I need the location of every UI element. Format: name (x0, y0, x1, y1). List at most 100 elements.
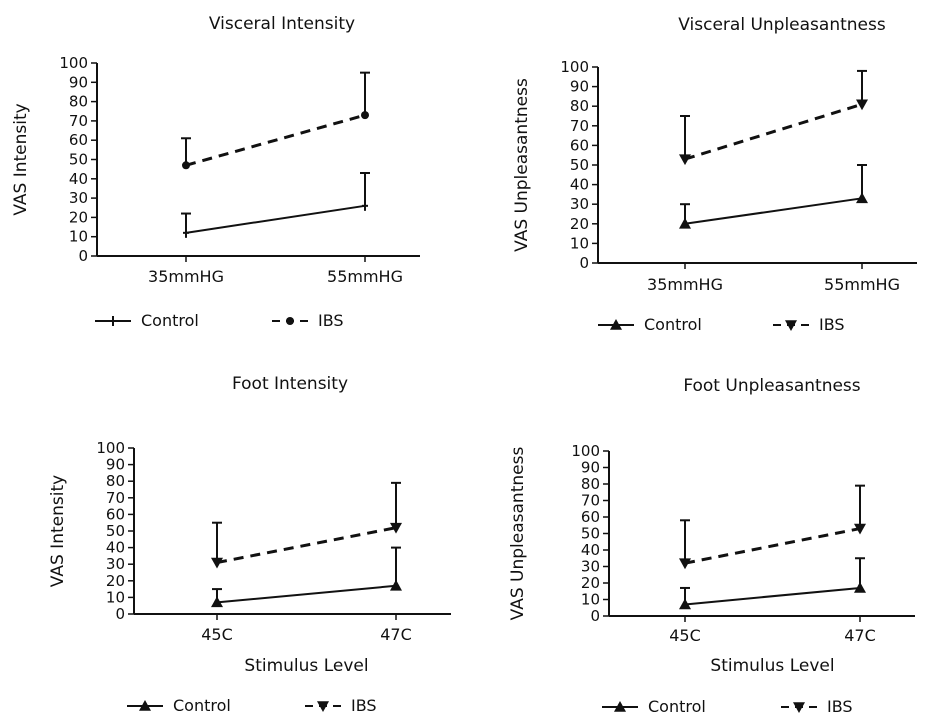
legend-marker-ibs (793, 702, 805, 713)
data-point-control (679, 217, 691, 229)
y-tick-label: 0 (115, 605, 125, 623)
y-tick-label: 90 (570, 78, 589, 96)
data-point-ibs (679, 154, 691, 166)
y-tick-label: 50 (581, 525, 600, 543)
y-axis-label: VAS Intensity (11, 103, 31, 215)
series-line-ibs (684, 102, 863, 161)
y-tick-label: 60 (69, 131, 88, 149)
chart-panel-3: Foot Intensity VAS Intensity 0102030405060… (48, 374, 451, 715)
series-line-control (684, 197, 863, 225)
data-point-control (211, 596, 223, 608)
y-axis-label: VAS Unpleasantness (512, 78, 532, 252)
y-tick-label: 0 (579, 254, 589, 272)
legend-label-ibs: IBS (819, 315, 845, 334)
y-tick-label: 60 (581, 508, 600, 526)
x-tick-label: 35mmHG (148, 267, 224, 286)
y-tick-label: 80 (106, 472, 125, 490)
legend-label-control: Control (648, 697, 706, 716)
x-tick-label: 45C (201, 625, 233, 644)
legend-label-control: Control (141, 311, 199, 330)
y-tick-label: 90 (581, 459, 600, 477)
y-tick-label: 10 (581, 591, 600, 609)
series-line-ibs (216, 526, 397, 565)
y-tick-label: 40 (570, 176, 589, 194)
y-tick-label: 80 (69, 93, 88, 111)
data-point-control (679, 598, 691, 610)
y-axis-label: VAS Unpleasantness (508, 447, 528, 621)
y-tick-label: 40 (69, 170, 88, 188)
data-point-ibs (182, 161, 190, 170)
legend-label-ibs: IBS (318, 311, 344, 330)
legend-marker-control (139, 700, 151, 711)
y-tick-label: 20 (106, 572, 125, 590)
y-tick-label: 50 (106, 522, 125, 540)
x-axis-label: Stimulus Level (710, 656, 834, 676)
y-tick-label: 20 (581, 574, 600, 592)
legend-marker-control (610, 319, 622, 330)
series-line-control (684, 586, 861, 606)
y-tick-label: 0 (78, 247, 88, 265)
y-tick-label: 100 (560, 58, 589, 76)
data-point-control (390, 579, 402, 591)
y-tick-label: 10 (570, 234, 589, 252)
y-tick-label: 10 (69, 228, 88, 246)
y-tick-label: 40 (106, 539, 125, 557)
y-tick-label: 20 (69, 208, 88, 226)
data-point-control (856, 192, 868, 204)
y-tick-label: 90 (106, 456, 125, 474)
legend-marker-ibs (785, 320, 797, 331)
data-point-ibs (856, 99, 868, 111)
series-line-ibs (185, 113, 366, 167)
legend-label-control: Control (173, 696, 231, 715)
data-point-ibs (679, 558, 691, 570)
legend-marker-ibs (317, 701, 329, 712)
data-point-ibs (211, 557, 223, 569)
y-tick-label: 100 (59, 54, 88, 72)
legend-label-ibs: IBS (827, 697, 853, 716)
legend-marker-ibs (286, 317, 294, 325)
chart-title: Visceral Unpleasantness (678, 15, 886, 35)
legend-label-ibs: IBS (351, 696, 377, 715)
y-tick-label: 30 (570, 195, 589, 213)
series-line-control (185, 204, 366, 234)
series-line-ibs (684, 527, 861, 565)
data-point-ibs (361, 111, 369, 120)
x-tick-label: 47C (380, 625, 412, 644)
y-tick-label: 70 (106, 489, 125, 507)
y-tick-label: 80 (570, 97, 589, 115)
series-line-control (216, 584, 397, 604)
y-tick-label: 50 (69, 151, 88, 169)
y-tick-label: 30 (106, 555, 125, 573)
y-tick-label: 20 (570, 215, 589, 233)
y-tick-label: 50 (570, 156, 589, 174)
y-tick-label: 0 (590, 607, 600, 625)
x-tick-label: 55mmHG (824, 275, 900, 294)
chart-title: Visceral Intensity (209, 14, 355, 34)
x-tick-label: 55mmHG (327, 267, 403, 286)
y-tick-label: 40 (581, 541, 600, 559)
data-point-ibs (854, 523, 866, 535)
x-tick-label: 45C (669, 626, 701, 645)
chart-title: Foot Unpleasantness (683, 376, 860, 396)
y-tick-label: 60 (570, 136, 589, 154)
x-tick-label: 47C (844, 626, 876, 645)
y-axis-label: VAS Intensity (48, 475, 68, 587)
y-tick-label: 90 (69, 73, 88, 91)
y-tick-label: 100 (571, 442, 600, 460)
data-point-ibs (390, 522, 402, 534)
y-tick-label: 70 (570, 117, 589, 135)
chart-title: Foot Intensity (232, 374, 348, 394)
y-tick-label: 30 (581, 558, 600, 576)
y-tick-label: 70 (69, 112, 88, 130)
chart-panel-1: Visceral Intensity VAS Intensity 010 203040… (11, 14, 420, 330)
data-point-control (854, 581, 866, 593)
x-axis-label: Stimulus Level (244, 656, 368, 676)
legend-marker-control (614, 701, 626, 712)
y-tick-label: 70 (581, 492, 600, 510)
y-tick-label: 10 (106, 588, 125, 606)
y-tick-label: 100 (96, 439, 125, 457)
chart-panel-2: Visceral Unpleasantness VAS Unpleasantnes… (512, 15, 917, 334)
y-tick-label: 30 (69, 189, 88, 207)
